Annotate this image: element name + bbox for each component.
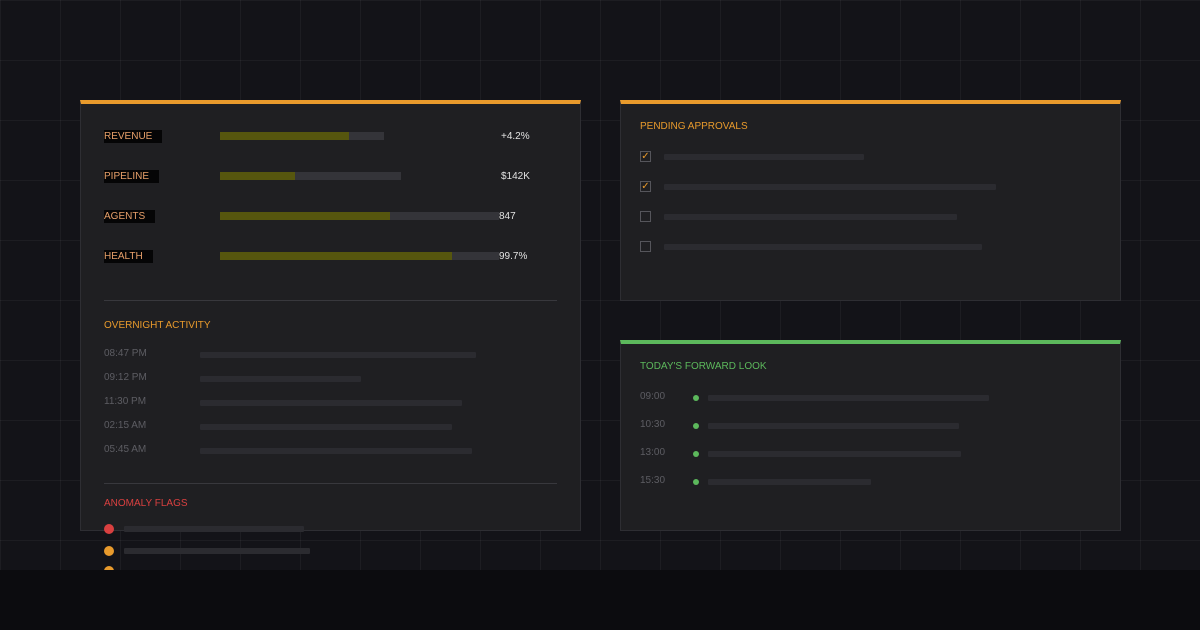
activity-entry-bar <box>200 376 361 382</box>
metric-bar-fill <box>220 212 390 220</box>
approval-entry-bar <box>664 184 996 190</box>
metric-bar-pipeline <box>220 172 401 180</box>
schedule-time: 15:30 <box>640 475 666 486</box>
schedule-time: 13:00 <box>640 447 666 458</box>
schedule-entry-bar <box>708 479 871 485</box>
briefing-card: REVENUE +4.2% PIPELINE $142K AGENTS 847 … <box>80 100 581 531</box>
activity-time: 09:12 PM <box>104 372 147 383</box>
metric-label-revenue: REVENUE <box>104 130 163 143</box>
approval-checkbox[interactable]: ✓ <box>640 181 651 192</box>
approval-entry-bar <box>664 154 864 160</box>
anomaly-warning-dot <box>104 566 114 570</box>
schedule-entry-bar <box>708 451 961 457</box>
metric-bar-fill <box>220 132 349 140</box>
approval-checkbox[interactable]: ✓ <box>640 151 651 162</box>
activity-time: 08:47 PM <box>104 348 147 359</box>
schedule-dot <box>693 423 699 429</box>
dashboard-canvas: REVENUE +4.2% PIPELINE $142K AGENTS 847 … <box>0 0 1200 570</box>
metric-label-agents: AGENTS <box>104 210 156 223</box>
schedule-entry-bar <box>708 395 989 401</box>
pending-approvals-title: PENDING APPROVALS <box>640 121 748 132</box>
anomaly-entry-bar <box>124 526 304 532</box>
footer-band <box>0 570 1200 630</box>
metric-bar-health <box>220 252 499 260</box>
activity-entry-bar <box>200 400 462 406</box>
metric-bar-revenue <box>220 132 384 140</box>
forward-look-title: TODAY'S FORWARD LOOK <box>640 361 767 372</box>
activity-time: 02:15 AM <box>104 420 147 431</box>
metric-value-health: 99.7% <box>499 251 528 262</box>
activity-time: 05:45 AM <box>104 444 147 455</box>
anomaly-warning-dot <box>104 546 114 556</box>
check-icon: ✓ <box>641 151 650 162</box>
metric-bar-agents <box>220 212 499 220</box>
pending-approvals-card: PENDING APPROVALS ✓ ✓ <box>620 100 1121 301</box>
anomaly-flags-title: ANOMALY FLAGS <box>104 498 188 509</box>
metric-value-pipeline: $142K <box>501 171 530 182</box>
schedule-entry-bar <box>708 423 959 429</box>
activity-entry-bar <box>200 448 472 454</box>
section-divider <box>104 300 557 301</box>
metric-label-pipeline: PIPELINE <box>104 170 160 183</box>
schedule-dot <box>693 451 699 457</box>
anomaly-critical-dot <box>104 524 114 534</box>
approval-entry-bar <box>664 244 982 250</box>
metric-value-agents: 847 <box>499 211 516 222</box>
metric-bar-fill <box>220 252 452 260</box>
approval-entry-bar <box>664 214 957 220</box>
activity-entry-bar <box>200 352 476 358</box>
schedule-time: 10:30 <box>640 419 666 430</box>
forward-look-card: TODAY'S FORWARD LOOK 09:00 10:30 13:00 1… <box>620 340 1121 531</box>
anomaly-entry-bar <box>124 548 310 554</box>
activity-entry-bar <box>200 424 452 430</box>
approval-checkbox[interactable] <box>640 241 651 252</box>
approval-checkbox[interactable] <box>640 211 651 222</box>
section-divider <box>104 483 557 484</box>
schedule-time: 09:00 <box>640 391 666 402</box>
schedule-dot <box>693 479 699 485</box>
check-icon: ✓ <box>641 181 650 192</box>
overnight-activity-title: OVERNIGHT ACTIVITY <box>104 320 211 331</box>
schedule-dot <box>693 395 699 401</box>
metric-value-revenue: +4.2% <box>501 131 530 142</box>
metric-label-health: HEALTH <box>104 250 153 263</box>
metric-bar-fill <box>220 172 295 180</box>
activity-time: 11:30 PM <box>104 396 147 407</box>
